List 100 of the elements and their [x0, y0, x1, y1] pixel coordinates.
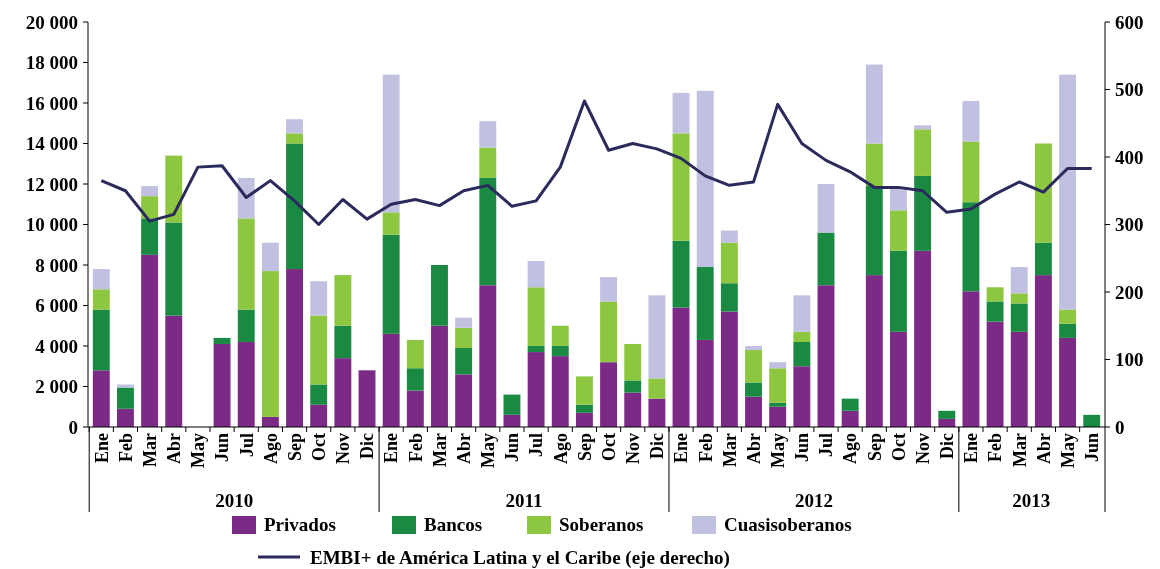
bar [600, 301, 618, 363]
bar [382, 234, 400, 334]
x-tick-label: Jun [1082, 433, 1103, 463]
bar [141, 254, 159, 427]
x-tick-label: Feb [405, 433, 426, 462]
y2-tick-label: 100 [1115, 349, 1144, 371]
bar [914, 125, 932, 130]
bar [817, 232, 835, 286]
bar [334, 358, 352, 427]
bar [1010, 331, 1028, 427]
bar [310, 281, 328, 316]
bar [696, 339, 714, 427]
x-tick-label: Mar [139, 433, 160, 467]
bar [286, 269, 303, 427]
line-series [99, 99, 1094, 226]
bar [431, 265, 448, 326]
bar [865, 64, 883, 144]
bar [672, 133, 690, 241]
x-tick-label: May [188, 433, 209, 468]
bar [624, 343, 642, 381]
y-tick-label: 10 000 [25, 214, 78, 236]
x-tick-label: Ago [840, 433, 861, 464]
x-tick-label: May [767, 433, 788, 468]
legend-label: Cuasisoberanos [724, 514, 852, 535]
x-tick-label: Ago [550, 433, 571, 464]
bar [527, 352, 545, 427]
bar [334, 325, 352, 359]
x-tick-label: Oct [598, 432, 619, 461]
x-tick-label: Abr [1033, 432, 1054, 464]
bar [817, 285, 835, 427]
y2-tick-label: 600 [1115, 11, 1144, 33]
bar [551, 356, 569, 427]
x-tick-label: Ene [671, 433, 692, 464]
x-tick-label: Abr [453, 432, 474, 464]
bar [793, 366, 811, 427]
bar [769, 362, 787, 369]
bar [286, 133, 303, 144]
y-tick-label: 0 [68, 416, 78, 438]
bar [575, 404, 593, 413]
bar [382, 212, 400, 235]
bar [745, 350, 762, 383]
x-tick-label: Sep [284, 433, 305, 462]
x-tick-label: Feb [985, 433, 1006, 462]
bar [672, 240, 690, 308]
bar [310, 404, 328, 427]
x-tick-label: Mar [719, 433, 740, 467]
y2-tick-label: 0 [1115, 416, 1125, 438]
bar [720, 242, 738, 284]
bar [1034, 143, 1052, 243]
text: 2013 [1012, 490, 1051, 511]
bar [962, 202, 980, 292]
legend-label: Bancos [424, 514, 483, 535]
bar [672, 307, 690, 427]
bar [141, 196, 159, 219]
bar [213, 343, 231, 427]
x-tick-label: Sep [574, 433, 595, 462]
bar [648, 398, 666, 427]
x-tick-label: Ene [91, 433, 112, 464]
bar [165, 222, 183, 316]
bar [116, 408, 134, 427]
bar [841, 410, 859, 427]
bar [455, 348, 473, 375]
y2-tick-label: 200 [1115, 281, 1144, 303]
bar [986, 287, 1004, 302]
bar [92, 289, 110, 310]
bar [914, 129, 932, 176]
y-tick-label: 16 000 [25, 92, 78, 114]
x-tick-label: Ene [961, 433, 982, 464]
x-tick-label: Jul [816, 433, 837, 458]
x-tick-label: Nov [912, 433, 933, 464]
bar [696, 90, 714, 268]
bar [1010, 293, 1028, 304]
x-tick-label: May [1057, 433, 1078, 468]
legend-label: Privados [264, 514, 336, 535]
bar [165, 155, 183, 223]
bar [720, 283, 738, 312]
x-tick-label: Ene [381, 433, 402, 464]
bar [237, 341, 255, 427]
x-tick-label: Nov [623, 433, 644, 464]
x-tick-label: Jul [526, 433, 547, 458]
bar [310, 384, 328, 405]
bar [962, 100, 980, 142]
x-tick-label: Sep [864, 433, 885, 462]
bar [769, 368, 787, 403]
bar [672, 92, 690, 134]
bar [92, 370, 110, 427]
bar [624, 392, 642, 427]
x-tick-label: Abr [743, 432, 764, 464]
x-tick-label: Mar [1009, 433, 1030, 467]
x-tick-label: May [478, 433, 499, 468]
bar [551, 346, 569, 357]
bar [1034, 275, 1052, 427]
y-tick-label: 8 000 [35, 254, 78, 276]
bar [406, 390, 424, 427]
x-tick-label: Jun [212, 433, 233, 463]
bar [237, 218, 255, 310]
bar [527, 346, 545, 353]
bar [865, 275, 883, 427]
bar [527, 260, 545, 288]
x-tick-label: Dic [357, 433, 378, 459]
